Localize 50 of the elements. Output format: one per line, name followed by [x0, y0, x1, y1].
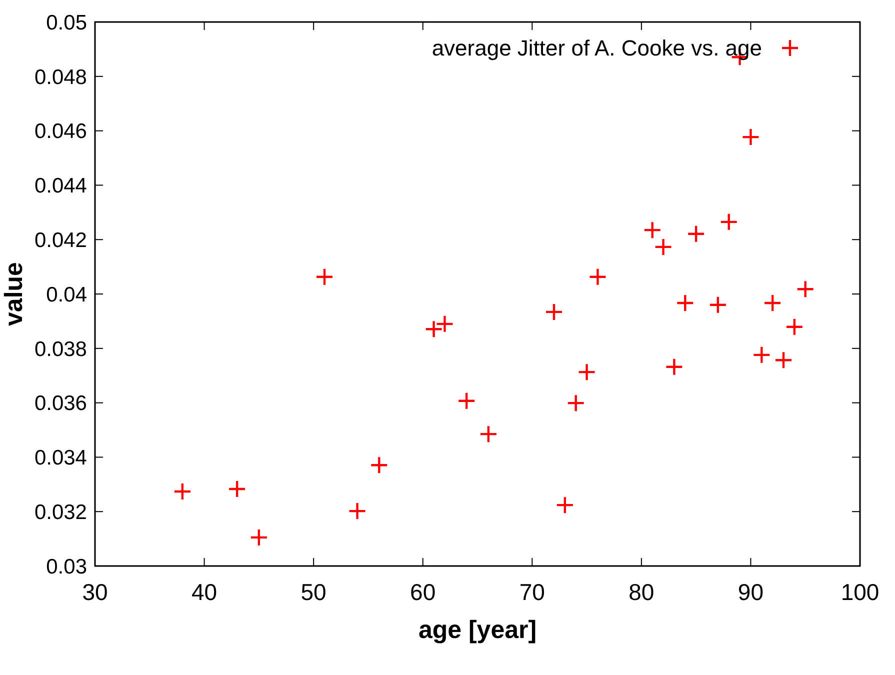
point	[654, 238, 672, 256]
y-tick-label: 0.042	[34, 228, 87, 252]
point	[348, 502, 366, 520]
point	[742, 128, 760, 146]
point	[720, 212, 738, 232]
point	[556, 496, 574, 514]
x-tick-label: 70	[519, 579, 545, 605]
point	[544, 302, 564, 322]
point	[752, 346, 771, 364]
y-tick-label: 0.04	[46, 283, 88, 306]
x-tick-label: 40	[191, 579, 218, 605]
y-tick-label: 0.034	[34, 446, 88, 470]
point	[228, 480, 246, 498]
y-axis-title: value	[0, 262, 28, 326]
x-tick-label: 80	[628, 579, 654, 605]
point	[173, 482, 192, 501]
y-tick-label: 0.044	[34, 174, 88, 198]
point	[424, 320, 443, 338]
point	[566, 394, 585, 412]
point	[785, 318, 804, 336]
x-tick-label: 100	[840, 579, 880, 605]
point	[457, 392, 476, 410]
point	[686, 224, 706, 243]
x-tick-label: 60	[410, 579, 436, 605]
y-tick-label: 0.03	[46, 555, 87, 578]
point	[796, 280, 814, 298]
y-tick-label: 0.038	[34, 338, 87, 361]
x-axis-title: age [year]	[418, 616, 537, 644]
x-tick-label: 50	[300, 579, 326, 605]
y-tick-label: 0.05	[46, 11, 87, 34]
y-tick-label: 0.036	[34, 392, 87, 416]
point	[763, 294, 782, 312]
y-tick-label: 0.046	[34, 120, 87, 144]
point	[436, 314, 454, 334]
point	[250, 528, 268, 547]
point	[578, 362, 596, 382]
point	[315, 268, 334, 286]
x-tick-label: 90	[738, 579, 764, 605]
y-tick-label: 0.032	[34, 500, 87, 524]
point	[676, 294, 694, 312]
point	[370, 456, 388, 474]
point	[588, 268, 607, 286]
legend-label: average Jitter of A. Cooke vs. age	[432, 36, 762, 61]
point	[774, 350, 793, 370]
x-tick-label: 30	[82, 579, 108, 605]
point	[708, 296, 728, 314]
y-tick-label: 0.048	[34, 66, 87, 89]
point	[665, 358, 684, 376]
point	[479, 424, 498, 444]
point	[643, 220, 662, 240]
